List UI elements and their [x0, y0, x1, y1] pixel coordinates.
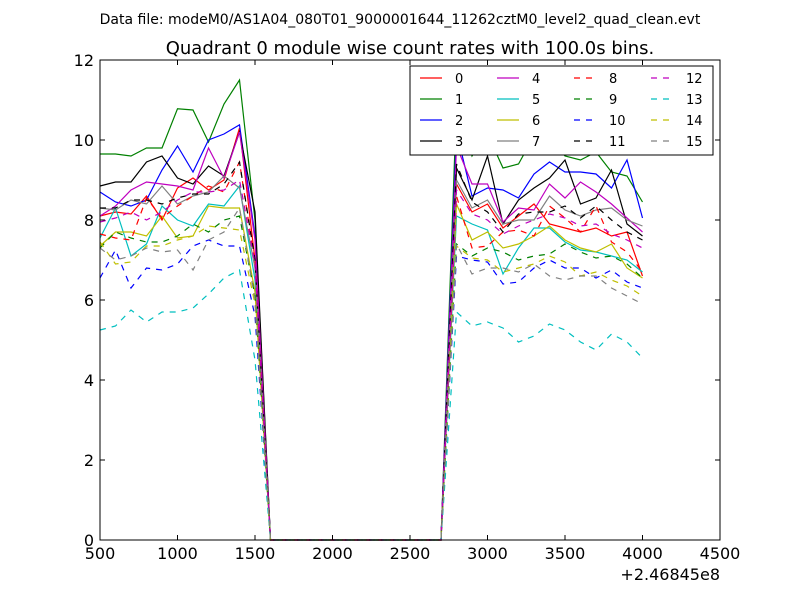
y-tick-label: 10: [74, 131, 94, 150]
y-tick-label: 0: [84, 531, 94, 550]
legend-label-11: 11: [609, 135, 626, 150]
legend-label-0: 0: [455, 72, 463, 87]
series-line-14: [99, 225, 643, 541]
legend-label-12: 12: [686, 72, 703, 87]
x-axis-offset-text: +2.46845e8: [620, 565, 720, 584]
legend-label-4: 4: [532, 72, 540, 87]
x-tick-label: 3000: [467, 544, 508, 563]
legend-label-10: 10: [609, 114, 626, 129]
figure-suptitle: Data file: modeM0/AS1A04_080T01_90000016…: [100, 12, 701, 28]
legend-label-5: 5: [532, 93, 540, 108]
x-tick-label: 3500: [545, 544, 586, 563]
legend-label-2: 2: [455, 114, 463, 129]
x-tick-label: 1000: [157, 544, 198, 563]
x-tick-label: 2500: [390, 544, 431, 563]
legend-label-7: 7: [532, 135, 540, 150]
y-tick-label: 2: [84, 451, 94, 470]
x-tick-label: 500: [85, 544, 116, 563]
x-tick-label: 4500: [700, 544, 741, 563]
legend-label-13: 13: [686, 93, 703, 108]
x-axis-ticks: 500 1000 1500 2000 2500 3000 3500 4000 4500: [85, 60, 741, 563]
legend-label-3: 3: [455, 135, 463, 150]
y-tick-label: 8: [84, 211, 94, 230]
x-tick-label: 4000: [622, 544, 663, 563]
legend-label-8: 8: [609, 72, 617, 87]
legend-label-1: 1: [455, 93, 463, 108]
legend-box: [409, 65, 714, 156]
x-tick-label: 1500: [235, 544, 276, 563]
chart-title: Quadrant 0 module wise count rates with …: [166, 38, 655, 59]
y-tick-label: 4: [84, 371, 94, 390]
legend-label-15: 15: [686, 135, 703, 150]
legend-label-9: 9: [609, 93, 617, 108]
y-tick-label: 12: [74, 51, 94, 70]
y-tick-label: 6: [84, 291, 94, 310]
series-line-9: [99, 215, 643, 541]
x-tick-label: 2000: [312, 544, 353, 563]
legend-label-6: 6: [532, 114, 540, 129]
legend-label-14: 14: [686, 114, 703, 129]
